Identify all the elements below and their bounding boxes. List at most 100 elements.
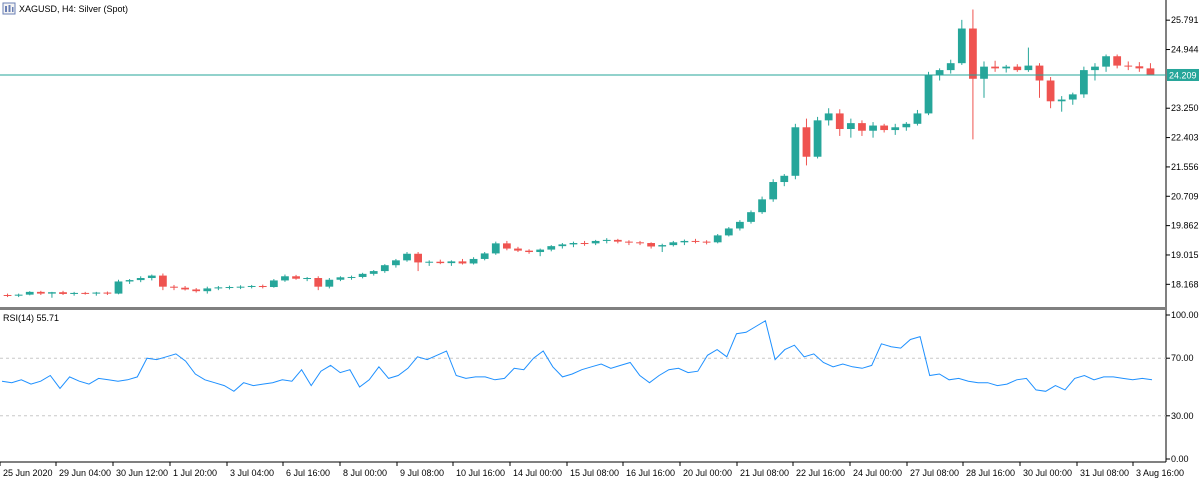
candle	[991, 60, 999, 72]
candle	[702, 240, 711, 245]
candle-body	[159, 275, 167, 287]
candle-body	[891, 127, 900, 131]
candle	[625, 240, 633, 246]
candle	[159, 273, 167, 291]
candle-body	[458, 261, 467, 264]
candle-body	[48, 292, 56, 294]
candle	[858, 120, 866, 136]
candle-body	[758, 199, 766, 213]
time-tick-label: 31 Jul 08:00	[1080, 468, 1129, 478]
candle-body	[602, 239, 611, 241]
candle	[1046, 77, 1055, 109]
candle-body	[14, 294, 23, 296]
candle-body	[969, 28, 977, 79]
candle-body	[980, 66, 988, 79]
candle-body	[114, 281, 123, 294]
candle	[358, 272, 367, 279]
candle	[458, 258, 467, 265]
rsi-tick-label: 30.00	[1171, 411, 1194, 421]
candle	[81, 291, 90, 295]
candle-body	[547, 246, 556, 250]
candle-body	[1102, 56, 1110, 67]
candle-body	[991, 66, 999, 69]
time-tick-label: 30 Jun 12:00	[116, 468, 168, 478]
candle-body	[480, 253, 489, 259]
candle-body	[436, 261, 445, 264]
candle	[403, 252, 411, 262]
candle	[1035, 63, 1044, 98]
candle-body	[170, 286, 178, 288]
candle-body	[447, 261, 456, 264]
candle	[647, 242, 656, 249]
candle-body	[181, 287, 189, 290]
price-tick-label: 23.250	[1171, 103, 1199, 113]
candle	[957, 19, 966, 65]
candle-body	[1068, 94, 1077, 100]
symbol-icon	[2, 2, 16, 15]
candle	[736, 220, 744, 231]
candle	[269, 279, 278, 288]
price-tick-label: 21.556	[1171, 162, 1199, 172]
candle	[913, 109, 922, 126]
rsi-series	[1, 320, 1153, 392]
candle	[969, 9, 977, 140]
candle-body	[1124, 65, 1133, 67]
candle	[36, 290, 45, 295]
candle-body	[425, 261, 434, 263]
candle	[935, 68, 944, 81]
candle	[380, 264, 389, 273]
candle	[1068, 92, 1077, 105]
candle	[1113, 54, 1122, 69]
candle-body	[403, 253, 411, 261]
time-tick-label: 14 Jul 00:00	[513, 468, 562, 478]
time-tick-label: 3 Jul 04:00	[230, 468, 274, 478]
candle	[147, 274, 156, 281]
candle	[181, 285, 189, 291]
current-price-line[interactable]: 24.209	[0, 68, 1199, 81]
candle	[780, 174, 789, 187]
candle	[835, 109, 844, 136]
candle	[192, 288, 201, 293]
candle	[281, 274, 289, 282]
candle	[125, 279, 134, 284]
candle	[669, 240, 678, 247]
candle-body	[869, 125, 877, 131]
rsi-tick-label: 70.00	[1171, 353, 1194, 363]
candle-body	[724, 228, 733, 236]
candle	[1146, 63, 1155, 76]
candle	[602, 238, 611, 244]
time-tick-label: 3 Aug 16:00	[1136, 468, 1184, 478]
candle-body	[1091, 66, 1099, 71]
time-tick-label: 8 Jul 00:00	[343, 468, 387, 478]
candle	[114, 279, 123, 295]
candle-body	[702, 241, 711, 243]
candle	[558, 243, 567, 249]
candle-body	[625, 241, 633, 243]
candle	[980, 61, 988, 98]
candle	[414, 252, 422, 272]
candle-body	[780, 175, 789, 183]
candle-body	[292, 276, 300, 279]
candle-body	[70, 292, 79, 294]
candle-body	[1046, 80, 1055, 102]
candle	[314, 276, 323, 291]
candle-body	[336, 277, 345, 280]
time-tick-label: 21 Jul 08:00	[740, 468, 789, 478]
time-tick-label: 30 Jul 00:00	[1023, 468, 1072, 478]
candle	[813, 116, 822, 159]
candlestick-series	[3, 9, 1155, 298]
candle	[1102, 54, 1110, 72]
candle-body	[414, 253, 422, 263]
candle-body	[946, 63, 955, 71]
candle	[724, 227, 733, 237]
candle-body	[1024, 65, 1033, 71]
candle	[14, 293, 23, 298]
price-tick-label: 24.944	[1171, 45, 1199, 55]
candle	[713, 234, 722, 244]
candle	[580, 240, 589, 246]
candle-body	[1002, 66, 1011, 69]
panel-separator[interactable]	[0, 307, 1166, 310]
candle-body	[92, 292, 101, 294]
candle-body	[491, 243, 500, 254]
candle	[536, 248, 545, 257]
